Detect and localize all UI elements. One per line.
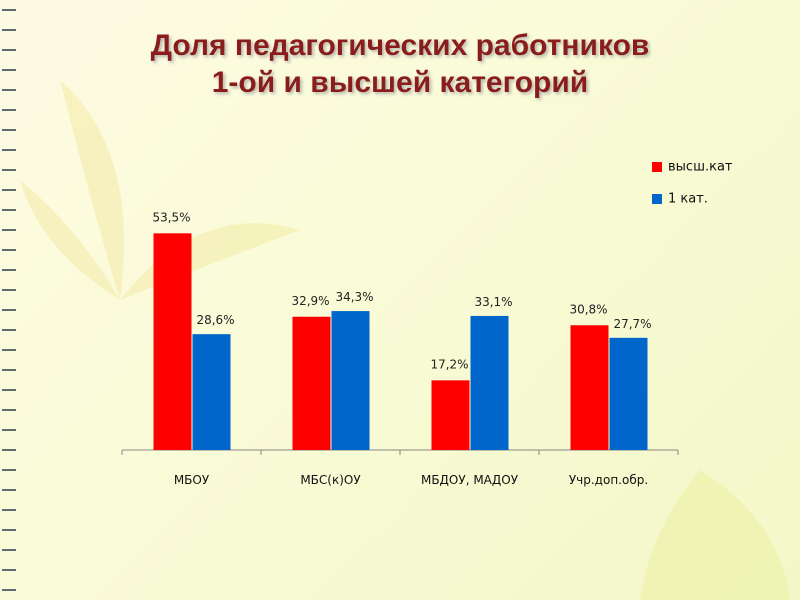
bar: [609, 337, 648, 450]
value-label: 27,7%: [613, 317, 651, 331]
value-label: 32,9%: [291, 294, 329, 308]
spiral-binding: [2, 9, 16, 591]
value-label: 17,2%: [430, 357, 468, 371]
value-label: 34,3%: [335, 290, 373, 304]
x-tick-label: Учр.доп.обр.: [569, 473, 648, 487]
bar: [431, 380, 470, 450]
bar: [153, 233, 192, 450]
x-tick-label: МБОУ: [174, 473, 210, 487]
legend-label: высш.кат: [668, 160, 733, 175]
value-label: 30,8%: [569, 302, 607, 316]
x-tick-label: МБДОУ, МАДОУ: [421, 473, 519, 487]
legend-swatch: [652, 162, 662, 172]
value-label: 33,1%: [474, 295, 512, 309]
chart-title: Доля педагогических работников: [151, 29, 650, 62]
decor-leaves: [20, 80, 790, 600]
bar: [331, 311, 370, 450]
bar: [292, 316, 331, 450]
chart-title: 1-ой и высшей категорий: [212, 66, 588, 99]
value-label: 53,5%: [152, 210, 190, 224]
x-tick-label: МБС(к)ОУ: [300, 473, 361, 487]
bar: [570, 325, 609, 450]
value-label: 28,6%: [196, 313, 234, 327]
bar: [192, 334, 231, 450]
bar: [470, 315, 509, 450]
legend-label: 1 кат.: [668, 192, 708, 207]
legend-swatch: [652, 194, 662, 204]
